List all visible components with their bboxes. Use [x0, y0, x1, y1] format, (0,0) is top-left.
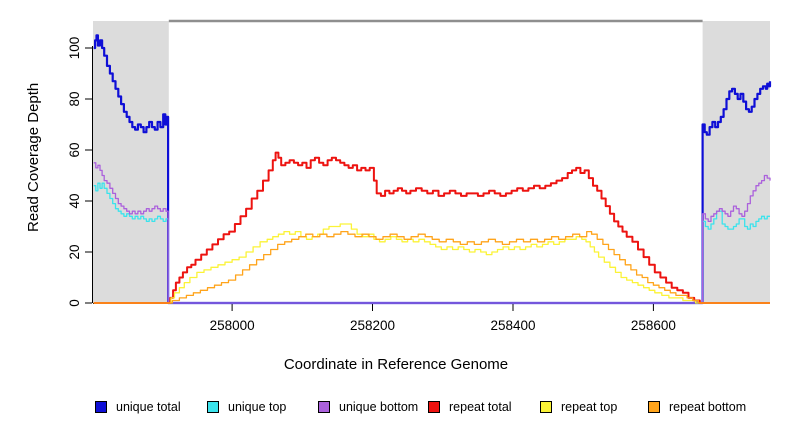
series-repeat-bottom: [93, 230, 770, 304]
x-tick-label: 258600: [631, 318, 676, 333]
series-unique-top: [93, 182, 770, 304]
flank-region-right: [702, 21, 770, 303]
y-tick-label: 80: [67, 91, 82, 106]
series-unique-total: [93, 34, 772, 305]
series-unique-bottom: [93, 162, 771, 304]
flank-region-left: [93, 21, 169, 303]
y-tick-label: 0: [67, 299, 82, 307]
x-tick-label: 258200: [350, 318, 395, 333]
x-axis-title: Coordinate in Reference Genome: [283, 356, 509, 373]
x-tick-label: 258400: [490, 318, 535, 333]
y-tick-label: 60: [67, 142, 82, 157]
y-tick-label: 20: [67, 244, 82, 259]
y-axis-title: Read Coverage Depth: [25, 82, 42, 232]
series-repeat-top: [93, 223, 770, 304]
series-repeat-total: [93, 151, 770, 304]
y-tick-label: 100: [67, 37, 82, 60]
x-tick-label: 258000: [210, 318, 255, 333]
y-tick-label: 40: [67, 193, 82, 208]
